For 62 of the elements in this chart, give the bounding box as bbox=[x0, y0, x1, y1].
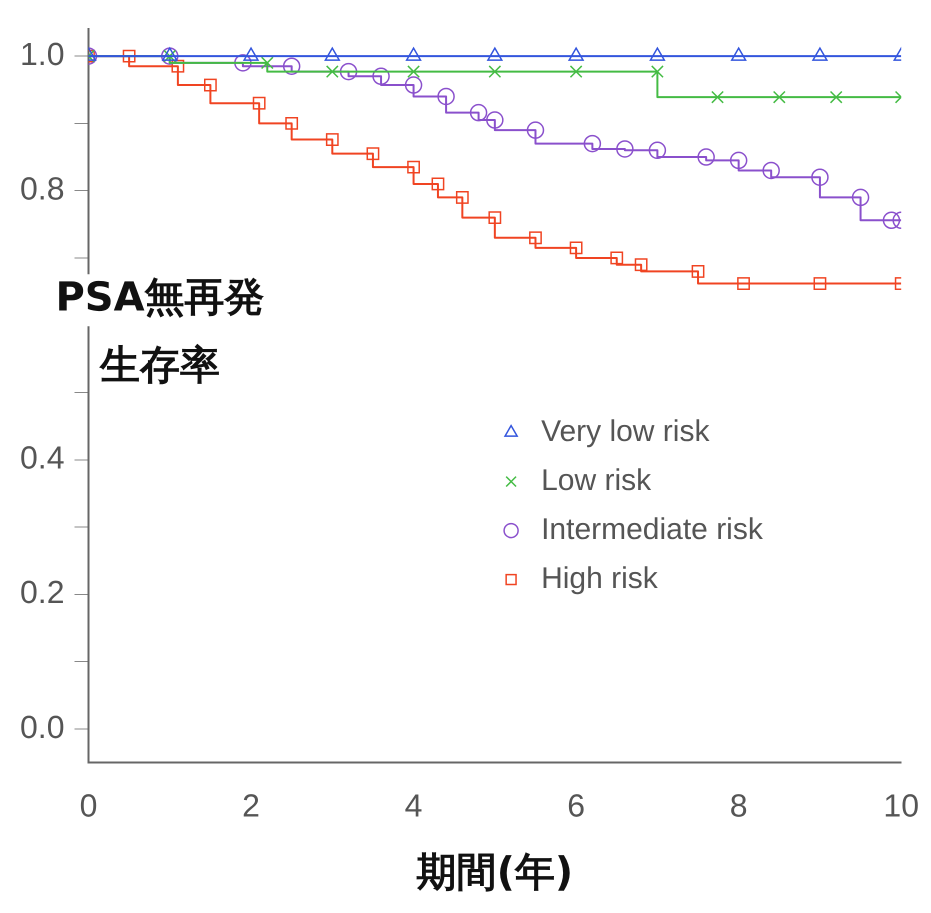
point bbox=[234, 54, 252, 72]
point bbox=[404, 76, 422, 94]
point bbox=[570, 241, 583, 254]
point bbox=[634, 258, 648, 272]
point bbox=[366, 147, 380, 160]
point bbox=[407, 65, 420, 78]
point bbox=[730, 152, 748, 170]
point bbox=[610, 252, 624, 264]
point bbox=[830, 90, 843, 104]
point bbox=[526, 121, 544, 139]
point bbox=[852, 188, 870, 206]
point bbox=[456, 191, 469, 204]
y-tick-label: 0.0 bbox=[20, 708, 64, 745]
point bbox=[326, 65, 339, 78]
point bbox=[432, 178, 444, 190]
point bbox=[326, 133, 339, 146]
point bbox=[737, 277, 750, 290]
point bbox=[488, 211, 502, 224]
point bbox=[762, 162, 780, 180]
point bbox=[570, 65, 583, 78]
x-axis-title: 期間(年) bbox=[416, 849, 574, 896]
point bbox=[470, 104, 488, 122]
y-tick-label: 0.4 bbox=[20, 440, 64, 476]
point bbox=[171, 60, 184, 73]
x-tick-label: 0 bbox=[80, 788, 98, 824]
legend-label: Very low risk bbox=[541, 414, 710, 448]
point bbox=[814, 277, 826, 290]
point bbox=[372, 68, 390, 86]
point bbox=[648, 142, 666, 160]
point bbox=[882, 212, 900, 230]
point bbox=[692, 265, 704, 278]
x-tick-label: 6 bbox=[567, 788, 586, 824]
point bbox=[204, 78, 217, 92]
legend-label: High risk bbox=[541, 562, 659, 595]
legend-label: Low risk bbox=[541, 464, 652, 497]
point bbox=[437, 88, 455, 106]
point bbox=[407, 160, 420, 174]
point bbox=[340, 62, 358, 80]
legend-label: Intermediate risk bbox=[541, 512, 764, 546]
point bbox=[529, 231, 542, 244]
point bbox=[252, 96, 266, 110]
point bbox=[260, 56, 274, 70]
y-axis-title: PSA無再発生存率 bbox=[55, 274, 265, 389]
point bbox=[811, 168, 829, 186]
point bbox=[282, 57, 300, 75]
y-tick-label: 0.8 bbox=[20, 170, 64, 207]
point bbox=[488, 65, 502, 78]
x-tick-label: 4 bbox=[404, 788, 422, 824]
point bbox=[711, 90, 724, 104]
point bbox=[122, 50, 136, 63]
y-tick-label: 1.0 bbox=[20, 36, 64, 72]
x-tick-label: 10 bbox=[883, 788, 919, 824]
point bbox=[772, 90, 786, 104]
point bbox=[650, 65, 664, 78]
point bbox=[584, 134, 602, 152]
x-tick-label: 8 bbox=[730, 788, 748, 824]
x-tick-label: 2 bbox=[242, 788, 260, 824]
y-tick-label: 0.2 bbox=[20, 574, 64, 610]
point bbox=[486, 111, 504, 129]
point bbox=[697, 148, 715, 166]
point bbox=[285, 116, 298, 130]
point bbox=[616, 140, 634, 158]
